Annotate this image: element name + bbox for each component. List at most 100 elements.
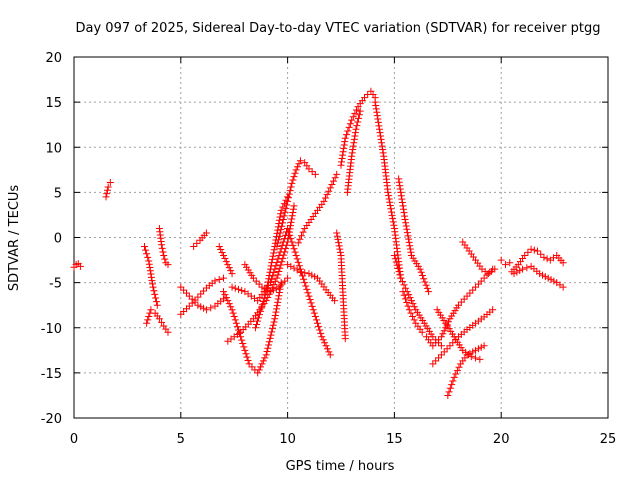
data-point-marker	[244, 356, 252, 364]
data-point-marker	[242, 350, 250, 358]
data-point-marker	[144, 253, 152, 261]
x-tick-label: 0	[70, 432, 78, 447]
data-point-marker	[103, 186, 111, 194]
series-t18	[333, 229, 349, 343]
data-point-marker	[146, 267, 154, 275]
data-point-marker	[153, 301, 161, 309]
data-point-marker	[345, 123, 353, 131]
data-point-marker	[284, 194, 292, 202]
data-point-marker	[164, 328, 172, 336]
y-axis-label: SDTVAR / TECUs	[7, 185, 22, 292]
y-tick-label: 20	[45, 51, 62, 66]
data-point-marker	[277, 261, 285, 269]
data-point-marker	[290, 202, 298, 210]
data-point-marker	[145, 312, 153, 320]
data-point-marker	[314, 319, 322, 327]
data-point-marker	[454, 301, 462, 309]
data-point-marker	[289, 208, 297, 216]
data-point-marker	[273, 305, 281, 313]
data-point-marker	[159, 248, 167, 256]
data-point-marker	[469, 348, 477, 356]
y-tick-label: -10	[41, 322, 62, 337]
data-point-marker	[435, 354, 443, 362]
data-point-marker	[309, 306, 317, 314]
data-point-marker	[265, 272, 273, 280]
data-point-marker	[397, 274, 405, 282]
data-point-marker	[264, 344, 272, 352]
data-point-marker	[440, 327, 448, 335]
data-point-marker	[472, 346, 480, 354]
data-point-marker	[280, 212, 288, 220]
data-point-marker	[524, 248, 532, 256]
data-point-marker	[536, 270, 544, 278]
data-point-marker	[333, 229, 341, 237]
data-point-marker	[149, 283, 157, 291]
data-point-marker	[293, 266, 301, 274]
data-point-marker	[469, 286, 477, 294]
data-point-marker	[489, 306, 497, 314]
data-point-marker	[422, 281, 430, 289]
data-point-marker	[188, 299, 196, 307]
data-point-marker	[443, 345, 451, 353]
y-tick-label: -20	[41, 412, 62, 427]
series-t13	[241, 261, 292, 296]
data-point-marker	[400, 291, 408, 299]
data-point-marker	[158, 318, 166, 326]
data-point-marker	[268, 259, 276, 267]
data-point-marker	[337, 161, 345, 169]
chart-title: Day 097 of 2025, Sidereal Day-to-day VTE…	[76, 21, 601, 36]
data-point-marker	[401, 212, 409, 220]
data-point-marker	[293, 255, 301, 263]
data-point-marker	[278, 241, 286, 249]
data-point-marker	[326, 184, 334, 192]
data-point-marker	[286, 231, 294, 239]
data-point-marker	[409, 300, 417, 308]
data-point-marker	[379, 146, 387, 154]
series-t26	[429, 306, 497, 368]
series-t25	[422, 265, 497, 350]
data-point-marker	[294, 258, 302, 266]
data-point-marker	[272, 285, 280, 293]
data-point-marker	[194, 301, 202, 309]
data-point-marker	[180, 286, 188, 294]
data-point-marker	[294, 239, 302, 247]
data-point-marker	[322, 194, 330, 202]
y-tick-label: 10	[45, 141, 62, 156]
y-tick-label: 15	[45, 96, 62, 111]
data-point-marker	[228, 283, 236, 291]
data-point-marker	[147, 306, 155, 314]
data-point-marker	[513, 268, 521, 276]
data-point-marker	[164, 261, 172, 269]
data-point-marker	[279, 254, 287, 262]
data-point-marker	[255, 366, 263, 374]
data-point-marker	[543, 255, 551, 263]
data-point-marker	[417, 268, 425, 276]
data-point-marker	[303, 285, 311, 293]
data-point-marker	[240, 343, 248, 351]
series-t22	[390, 252, 445, 350]
data-point-marker	[193, 239, 201, 247]
data-point-marker	[161, 255, 169, 263]
data-point-marker	[346, 120, 354, 128]
data-point-marker	[403, 225, 411, 233]
data-point-marker	[257, 363, 265, 371]
data-point-marker	[420, 275, 428, 283]
data-point-marker	[197, 290, 205, 298]
data-point-marker	[263, 348, 271, 356]
data-point-marker	[410, 303, 418, 311]
data-point-marker	[510, 270, 518, 278]
data-point-marker	[257, 304, 265, 312]
data-point-marker	[255, 311, 263, 319]
data-point-marker	[373, 108, 381, 116]
data-point-marker	[243, 353, 251, 361]
data-point-marker	[537, 250, 545, 258]
data-point-marker	[559, 283, 567, 291]
data-point-marker	[389, 215, 397, 223]
data-point-marker	[435, 336, 443, 344]
y-tick-label: -5	[49, 277, 62, 292]
data-point-marker	[265, 341, 273, 349]
data-point-marker	[421, 278, 429, 286]
data-point-marker	[400, 281, 408, 289]
data-point-marker	[225, 300, 233, 308]
